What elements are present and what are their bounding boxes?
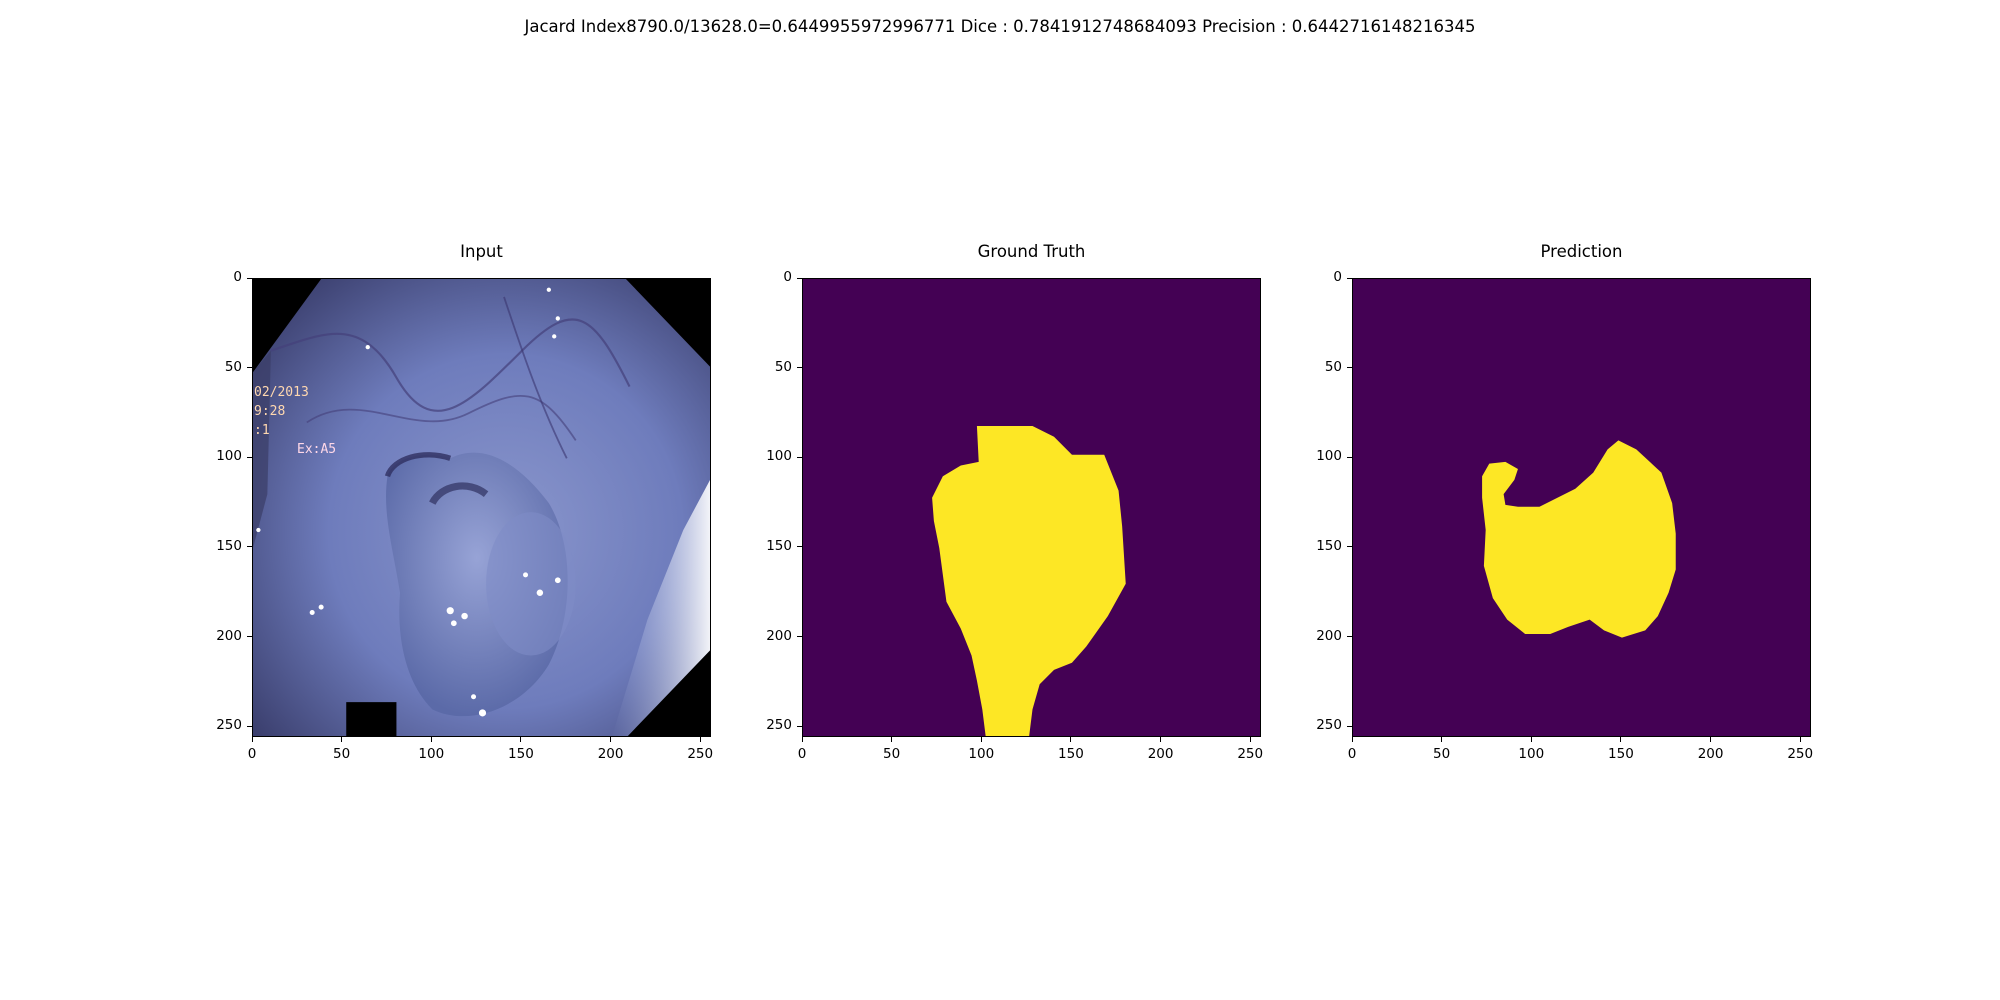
y-tick-label: 250: [216, 717, 242, 734]
x-tick-label: 250: [687, 746, 714, 762]
y-tick: [797, 636, 802, 638]
light-glare: [612, 479, 710, 736]
y-tick: [797, 277, 802, 279]
y-tick-label: 0: [783, 269, 792, 285]
ground-truth-frame: [802, 278, 1261, 737]
x-tick: [1070, 737, 1072, 742]
y-tick-label: 100: [1316, 448, 1342, 465]
input-image-frame: 02/2013 9:28 :1 Ex:A5: [252, 278, 711, 737]
y-tick: [797, 456, 802, 458]
figure-suptitle: Jacard Index8790.0/13628.0=0.64499559729…: [524, 17, 1476, 36]
x-tick: [1441, 737, 1443, 742]
x-tick-label: 150: [1058, 746, 1084, 762]
y-tick: [797, 725, 802, 727]
y-tick: [247, 367, 252, 369]
x-tick-label: 250: [1237, 746, 1264, 762]
x-tick: [520, 737, 522, 742]
y-tick-label: 250: [766, 717, 792, 734]
x-tick-label: 100: [968, 746, 995, 762]
x-tick: [980, 737, 982, 742]
overlay-date: 02/2013: [254, 385, 309, 400]
y-tick-label: 50: [224, 358, 242, 375]
y-tick-label: 150: [1316, 537, 1342, 554]
y-tick: [1347, 456, 1352, 458]
y-tick-label: 100: [766, 448, 792, 465]
x-tick: [891, 737, 893, 742]
y-tick-label: 150: [766, 537, 792, 554]
x-tick-label: 0: [1347, 746, 1357, 762]
overlay-exam-code: Ex:A5: [297, 442, 337, 457]
x-tick: [1160, 737, 1162, 742]
y-tick: [797, 367, 802, 369]
x-tick-label: 250: [1787, 746, 1814, 762]
y-tick-label: 150: [216, 537, 242, 554]
y-tick-label: 100: [216, 448, 242, 465]
panel-ground-truth: Ground Truth 0 0 50 50 100 100 150 150 200 200 250…: [766, 242, 1263, 761]
x-tick: [1799, 737, 1801, 742]
timestamp-overlay: 02/2013 9:28 :1: [254, 383, 309, 440]
y-tick: [247, 636, 252, 638]
y-tick: [797, 546, 802, 548]
y-tick: [247, 725, 252, 727]
x-tick: [1710, 737, 1712, 742]
x-tick-label: 200: [597, 746, 624, 762]
x-tick-label: 50: [883, 746, 901, 762]
y-tick-label: 200: [766, 627, 792, 644]
x-tick-label: 150: [1608, 746, 1634, 762]
panel-title-input: Input: [460, 242, 503, 261]
x-tick-label: 100: [1518, 746, 1545, 762]
endoscopy-image: [253, 279, 710, 736]
y-tick-label: 200: [216, 627, 242, 644]
x-tick: [1351, 737, 1353, 742]
prediction-mask: [1482, 440, 1676, 638]
y-tick-label: 200: [1316, 627, 1342, 644]
x-tick: [801, 737, 803, 742]
x-tick-label: 100: [418, 746, 445, 762]
y-tick: [247, 546, 252, 548]
prediction-region: [1482, 440, 1676, 638]
x-tick: [699, 737, 701, 742]
x-tick: [610, 737, 612, 742]
x-tick: [251, 737, 253, 742]
y-tick: [1347, 277, 1352, 279]
ground-truth-mask: [932, 426, 1126, 736]
prediction-frame: [1352, 278, 1811, 737]
x-tick-label: 200: [1147, 746, 1174, 762]
x-tick-label: 200: [1697, 746, 1724, 762]
panel-prediction: Prediction 0 0 50 50 100 100 150 150 200 200 250 25…: [1316, 242, 1813, 761]
x-tick: [430, 737, 432, 742]
y-tick: [1347, 367, 1352, 369]
y-tick: [1347, 546, 1352, 548]
overlay-time: 9:28: [254, 404, 286, 419]
panel-title-prediction: Prediction: [1540, 242, 1623, 261]
overlay-index: :1: [254, 423, 270, 438]
y-tick-label: 50: [774, 358, 792, 375]
specular-highlights: [256, 287, 561, 717]
y-tick-label: 250: [1316, 717, 1342, 734]
y-tick: [1347, 636, 1352, 638]
x-tick-label: 150: [508, 746, 534, 762]
panel-title-ground-truth: Ground Truth: [977, 242, 1086, 261]
ground-truth-region: [932, 426, 1126, 736]
x-tick: [1530, 737, 1532, 742]
y-tick: [1347, 725, 1352, 727]
y-tick-label: 0: [1333, 269, 1342, 285]
x-tick-label: 50: [1433, 746, 1451, 762]
x-tick-label: 0: [247, 746, 257, 762]
panel-input: Input: [216, 242, 713, 761]
y-tick: [247, 456, 252, 458]
x-tick: [341, 737, 343, 742]
x-tick-label: 50: [333, 746, 351, 762]
y-tick: [247, 277, 252, 279]
y-tick-label: 50: [1324, 358, 1342, 375]
x-tick: [1249, 737, 1251, 742]
x-tick: [1620, 737, 1622, 742]
y-tick-label: 0: [233, 269, 242, 285]
x-tick-label: 0: [797, 746, 807, 762]
